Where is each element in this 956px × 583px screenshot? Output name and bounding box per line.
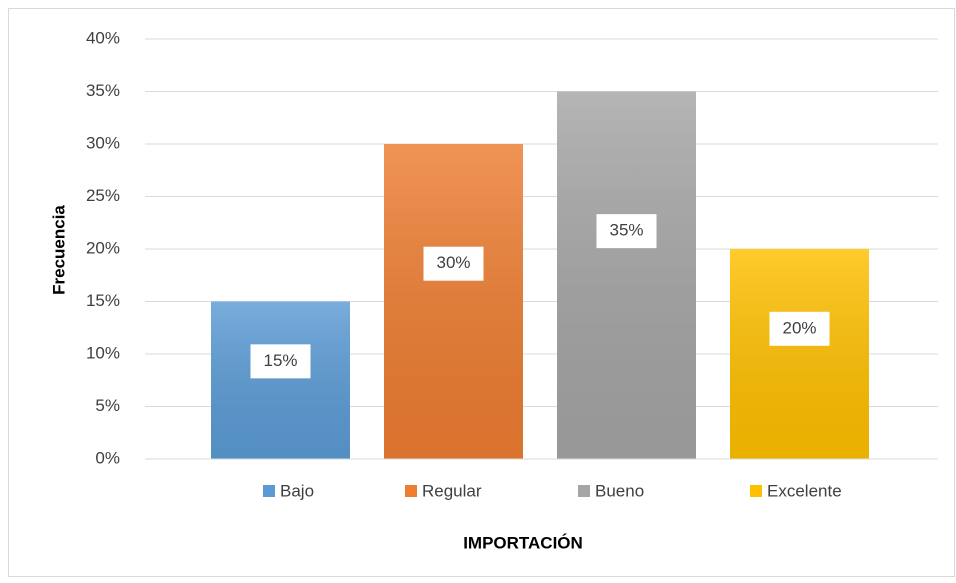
legend-label: Excelente <box>767 481 842 500</box>
y-tick-label: 10% <box>86 343 120 362</box>
legend-label: Bajo <box>280 481 314 500</box>
legend-swatch <box>750 485 762 497</box>
y-tick-label: 30% <box>86 133 120 152</box>
y-tick-label: 35% <box>86 81 120 100</box>
y-tick-label: 40% <box>86 28 120 47</box>
bar-shade <box>211 301 350 459</box>
legend-label: Regular <box>422 481 482 500</box>
value-label-box <box>769 311 830 346</box>
value-label: 30% <box>436 253 470 272</box>
legend-swatch <box>405 485 417 497</box>
y-tick-label: 20% <box>86 238 120 257</box>
y-tick-label: 15% <box>86 291 120 310</box>
legend-swatch <box>263 485 275 497</box>
y-axis-label: Frecuencia <box>49 205 68 295</box>
value-label-box <box>423 246 484 281</box>
value-label-box <box>596 214 657 249</box>
bar-shade <box>557 91 696 459</box>
bar-shade <box>384 144 523 459</box>
value-label-box <box>250 344 311 379</box>
x-axis-label: IMPORTACIÓN <box>463 533 583 552</box>
legend-swatch <box>578 485 590 497</box>
value-label: 20% <box>782 318 816 337</box>
legend-label: Bueno <box>595 481 644 500</box>
y-tick-label: 5% <box>95 396 120 415</box>
y-tick-label: 0% <box>95 448 120 467</box>
value-label: 35% <box>609 221 643 240</box>
bar-shade <box>730 249 869 459</box>
value-label: 15% <box>263 351 297 370</box>
y-tick-label: 25% <box>86 186 120 205</box>
